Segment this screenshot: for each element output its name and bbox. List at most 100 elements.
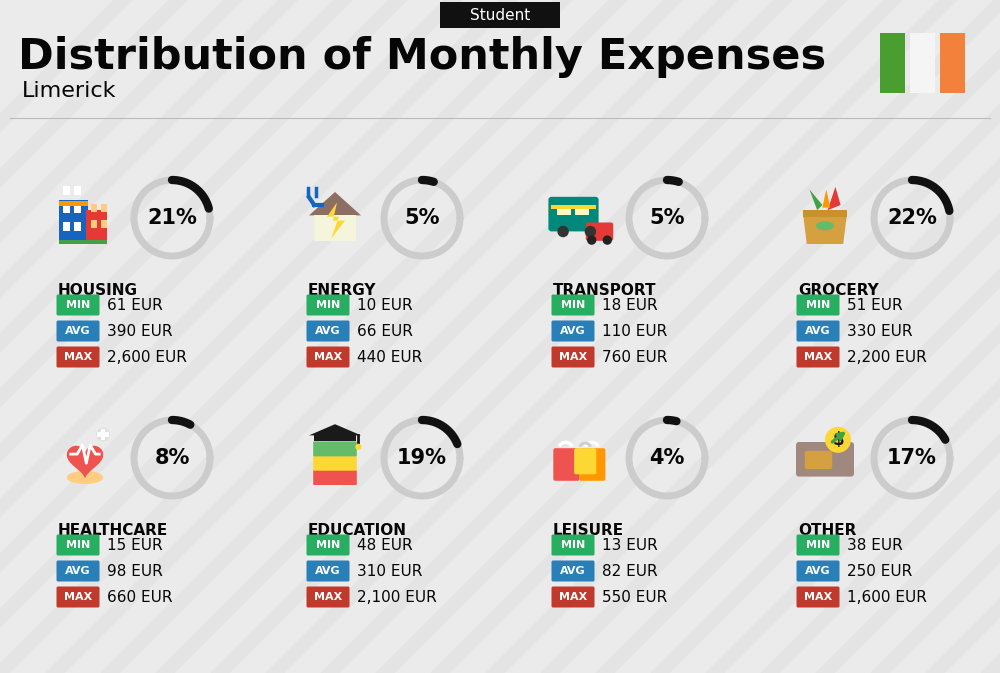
Text: 1,600 EUR: 1,600 EUR: [847, 590, 927, 604]
Text: 660 EUR: 660 EUR: [107, 590, 173, 604]
Text: AVG: AVG: [560, 326, 586, 336]
Bar: [314, 215, 356, 242]
Bar: [97, 432, 109, 437]
Text: 66 EUR: 66 EUR: [357, 324, 413, 339]
Circle shape: [587, 236, 596, 245]
Text: 8%: 8%: [154, 448, 190, 468]
Text: MAX: MAX: [804, 352, 832, 362]
Text: 98 EUR: 98 EUR: [107, 563, 163, 579]
Bar: [314, 435, 356, 441]
Text: 22%: 22%: [887, 208, 937, 228]
Text: MIN: MIN: [806, 300, 830, 310]
Text: 310 EUR: 310 EUR: [357, 563, 422, 579]
Bar: [557, 205, 571, 215]
Ellipse shape: [67, 471, 103, 484]
Polygon shape: [67, 446, 103, 479]
Text: 760 EUR: 760 EUR: [602, 349, 667, 365]
FancyBboxPatch shape: [910, 33, 935, 93]
Text: MIN: MIN: [561, 540, 585, 550]
Text: 110 EUR: 110 EUR: [602, 324, 667, 339]
Text: 61 EUR: 61 EUR: [107, 297, 163, 312]
FancyBboxPatch shape: [306, 586, 350, 608]
FancyBboxPatch shape: [553, 448, 579, 481]
Text: MIN: MIN: [66, 540, 90, 550]
FancyBboxPatch shape: [796, 561, 840, 581]
Text: $: $: [832, 431, 844, 449]
Bar: [63, 222, 70, 231]
Text: MIN: MIN: [316, 540, 340, 550]
Text: MAX: MAX: [314, 352, 342, 362]
Bar: [803, 210, 847, 217]
Polygon shape: [309, 192, 361, 215]
Bar: [74, 222, 81, 231]
Polygon shape: [86, 210, 107, 244]
Polygon shape: [809, 189, 822, 210]
FancyBboxPatch shape: [796, 586, 840, 608]
Ellipse shape: [816, 221, 834, 230]
Text: ENERGY: ENERGY: [308, 283, 376, 298]
Text: AVG: AVG: [315, 566, 341, 576]
FancyBboxPatch shape: [56, 534, 100, 555]
Text: 15 EUR: 15 EUR: [107, 538, 163, 553]
FancyBboxPatch shape: [796, 442, 854, 476]
Text: Limerick: Limerick: [22, 81, 116, 101]
Text: HEALTHCARE: HEALTHCARE: [58, 523, 168, 538]
Text: Distribution of Monthly Expenses: Distribution of Monthly Expenses: [18, 36, 826, 78]
Bar: [59, 201, 88, 207]
FancyBboxPatch shape: [796, 320, 840, 341]
Polygon shape: [309, 424, 361, 435]
Bar: [97, 432, 109, 437]
Text: 390 EUR: 390 EUR: [107, 324, 173, 339]
FancyBboxPatch shape: [552, 347, 594, 367]
Text: 440 EUR: 440 EUR: [357, 349, 422, 365]
Bar: [63, 186, 70, 195]
FancyBboxPatch shape: [56, 320, 100, 341]
Text: 5%: 5%: [404, 208, 440, 228]
Text: 550 EUR: 550 EUR: [602, 590, 667, 604]
Text: 10 EUR: 10 EUR: [357, 297, 413, 312]
Text: 2,600 EUR: 2,600 EUR: [107, 349, 187, 365]
FancyBboxPatch shape: [440, 2, 560, 28]
Polygon shape: [822, 189, 830, 207]
Text: MIN: MIN: [561, 300, 585, 310]
Text: MAX: MAX: [314, 592, 342, 602]
Text: 17%: 17%: [887, 448, 937, 468]
Polygon shape: [327, 203, 345, 239]
Bar: [101, 220, 107, 228]
Text: 330 EUR: 330 EUR: [847, 324, 912, 339]
Bar: [63, 204, 70, 213]
Bar: [101, 429, 105, 440]
Text: MAX: MAX: [64, 592, 92, 602]
FancyBboxPatch shape: [313, 470, 357, 485]
Text: 5%: 5%: [649, 208, 685, 228]
FancyBboxPatch shape: [552, 534, 594, 555]
FancyBboxPatch shape: [313, 441, 357, 456]
Circle shape: [603, 236, 612, 245]
Text: 19%: 19%: [397, 448, 447, 468]
Bar: [101, 429, 105, 440]
FancyBboxPatch shape: [306, 295, 350, 316]
Text: 21%: 21%: [147, 208, 197, 228]
Text: Student: Student: [470, 7, 530, 22]
Text: TRANSPORT: TRANSPORT: [553, 283, 656, 298]
FancyBboxPatch shape: [796, 295, 840, 316]
Text: MAX: MAX: [559, 592, 587, 602]
Bar: [575, 205, 589, 215]
Bar: [74, 204, 81, 213]
Text: 82 EUR: 82 EUR: [602, 563, 658, 579]
Text: 18 EUR: 18 EUR: [602, 297, 658, 312]
FancyBboxPatch shape: [548, 197, 599, 232]
FancyBboxPatch shape: [56, 586, 100, 608]
Text: 2,200 EUR: 2,200 EUR: [847, 349, 927, 365]
Circle shape: [355, 444, 362, 450]
Text: 48 EUR: 48 EUR: [357, 538, 413, 553]
FancyBboxPatch shape: [306, 320, 350, 341]
FancyBboxPatch shape: [56, 561, 100, 581]
Bar: [74, 186, 81, 195]
Text: LEISURE: LEISURE: [553, 523, 624, 538]
Text: MIN: MIN: [316, 300, 340, 310]
Text: 38 EUR: 38 EUR: [847, 538, 903, 553]
FancyBboxPatch shape: [56, 347, 100, 367]
Circle shape: [557, 226, 569, 238]
Bar: [551, 205, 596, 209]
